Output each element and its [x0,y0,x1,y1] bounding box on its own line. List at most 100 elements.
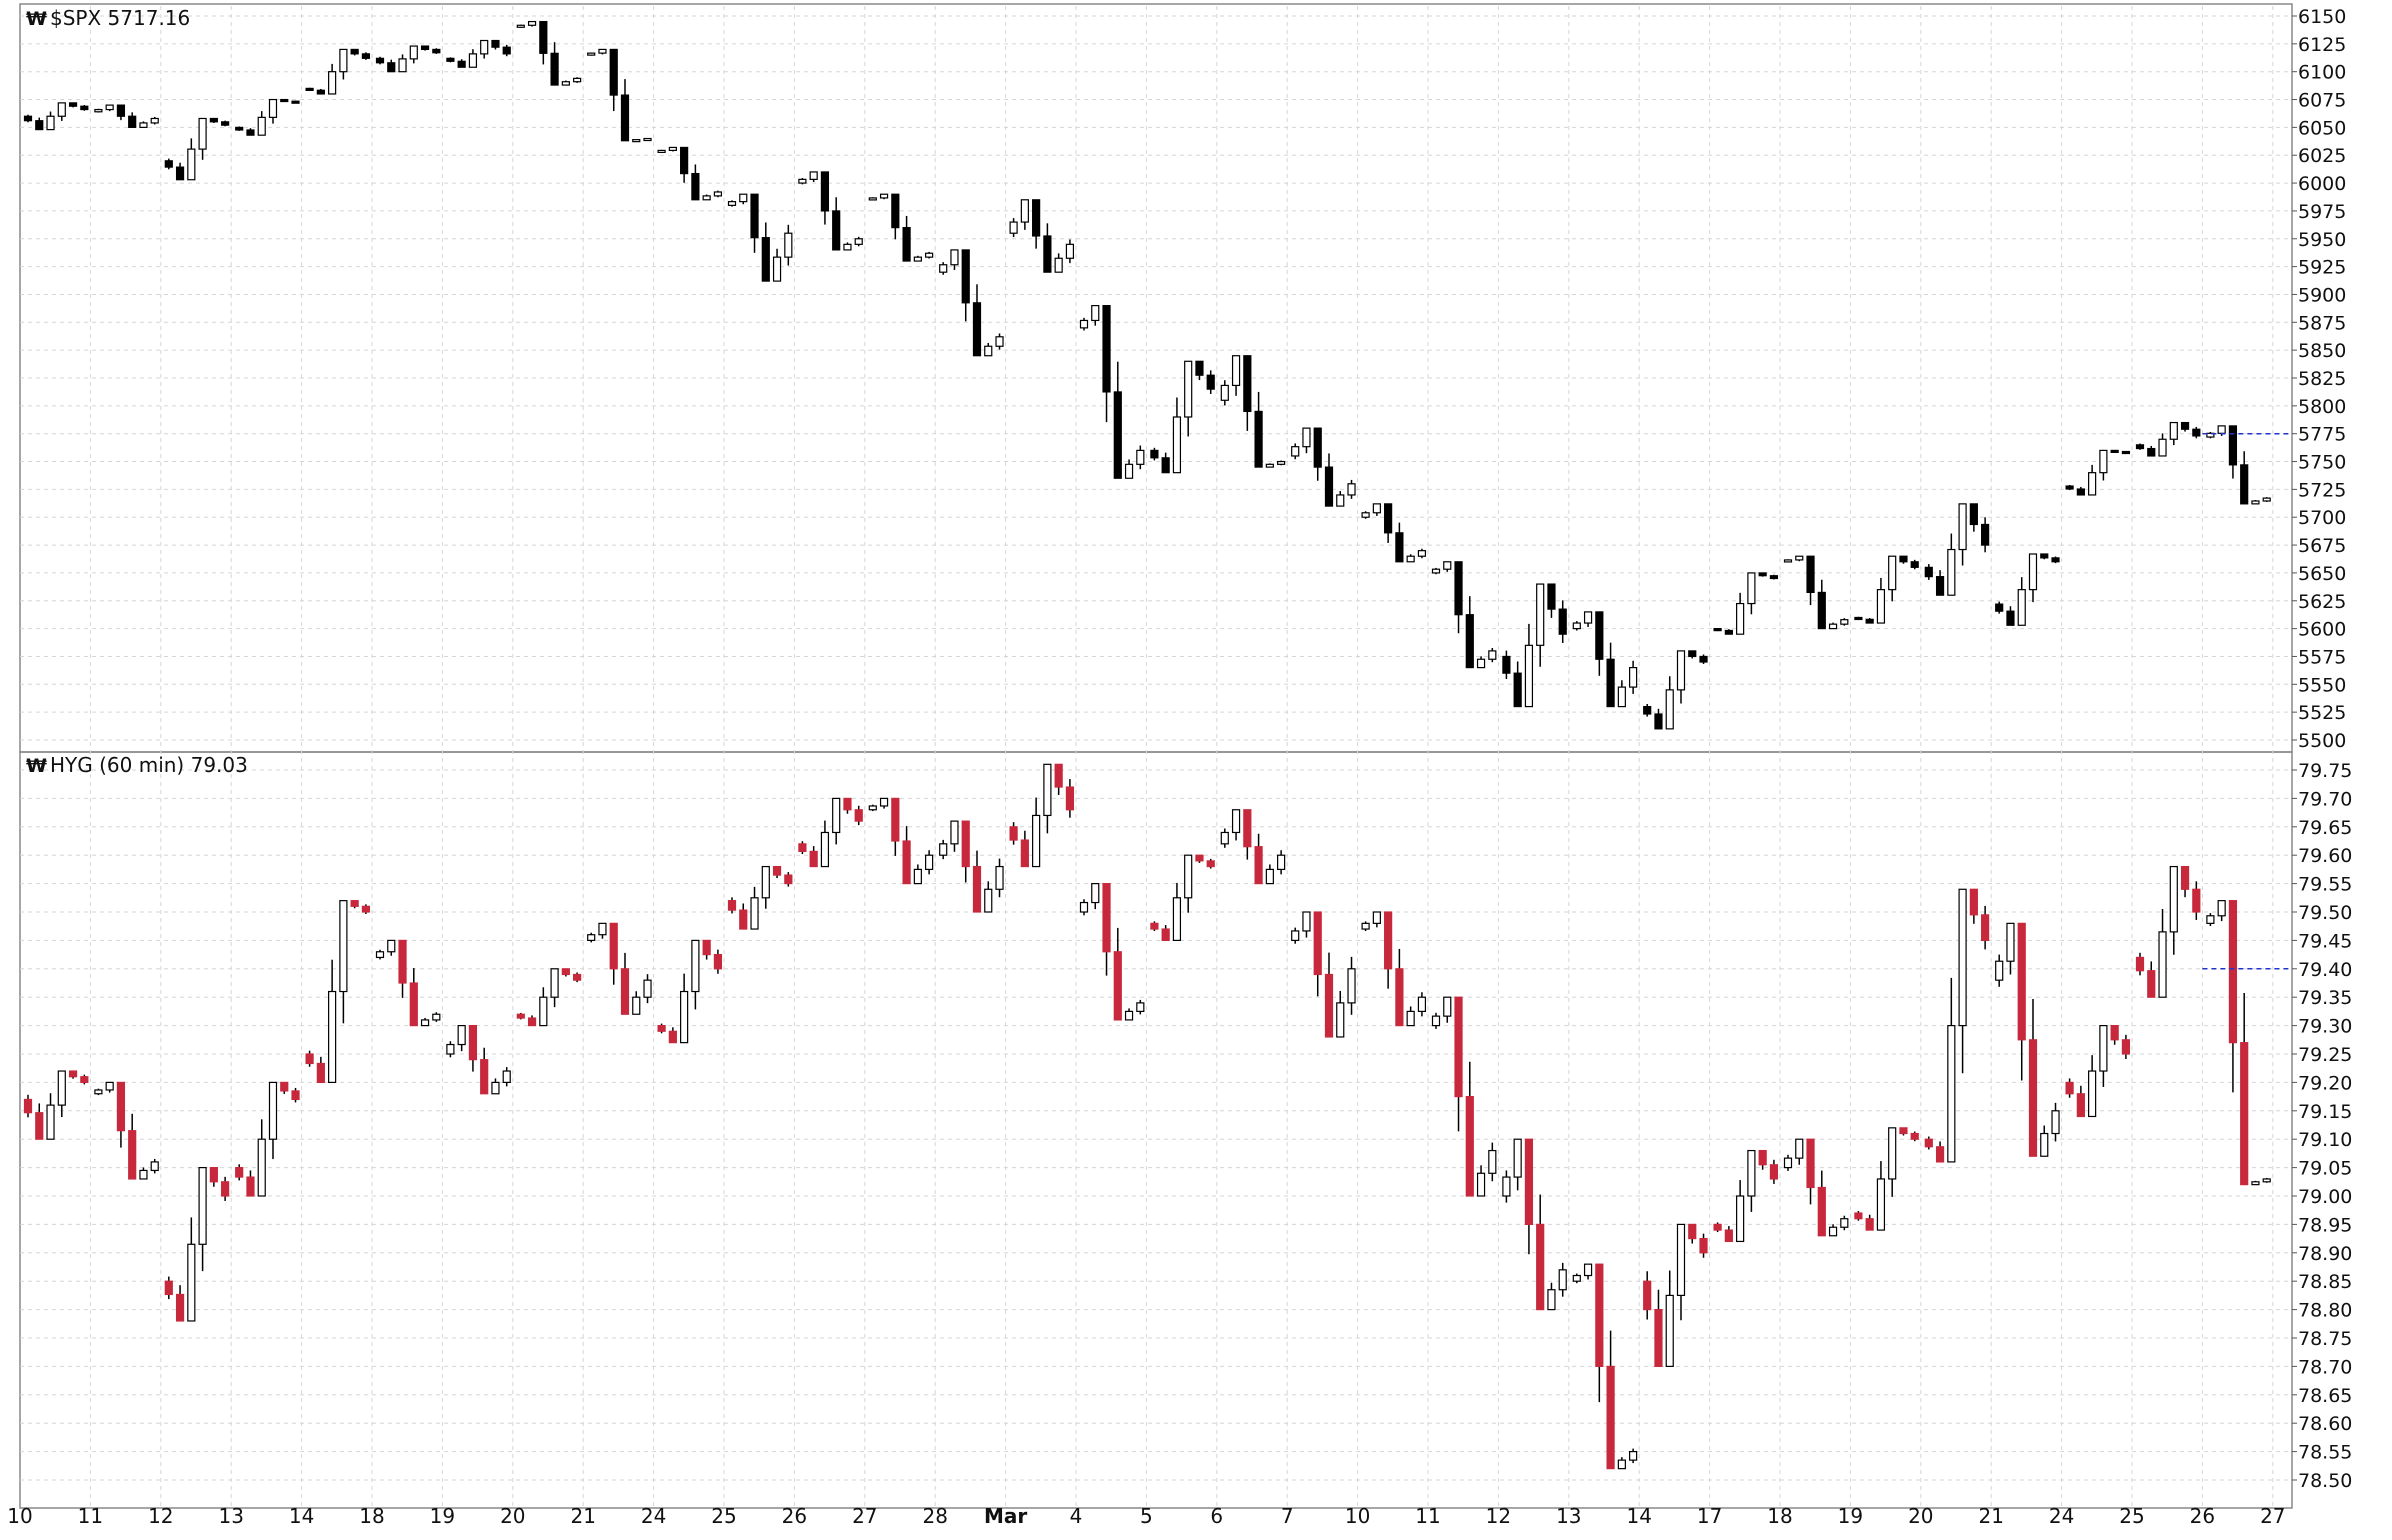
y-tick-label: 5525 [2298,702,2346,724]
candle-body [1665,689,1674,730]
candle-body [2076,1093,2085,1118]
candle-body [23,1098,33,1114]
candle-body [2251,1181,2260,1186]
candle-body [939,843,948,856]
candle-body [668,1030,677,1044]
y-axis-ticks: 6150 6125 6100 6075 6050 6025 6000 5975 5950 5925… [2292,6,2352,1492]
candle-body [1969,503,1978,526]
candle-body [1899,1127,1908,1135]
x-tick-label: 5 [1140,1504,1153,1528]
candle-body [1676,1223,1686,1297]
x-tick-label: 20 [500,1504,525,1528]
x-tick-label: 24 [641,1504,666,1528]
candle-body [1009,221,1018,234]
candle-body [1476,1172,1486,1197]
candle-body [772,256,782,282]
candle-body [1336,494,1345,507]
candle-body [2169,421,2178,440]
candle-body [1243,355,1252,413]
hyg-title: ₩ HYG (60 min) 79.03 [26,753,248,777]
candle-body [1102,882,1111,953]
candle-body [843,243,852,251]
candle-body [1606,1365,1615,1470]
candle-body [2017,589,2026,626]
candle-body [139,1169,148,1180]
candle-body [798,843,807,853]
candle-body [1102,305,1111,393]
y-tick-label: 5875 [2298,312,2346,334]
candle-body [468,1024,478,1061]
candle-body [1524,644,1534,708]
candle-body [116,1081,126,1132]
candle-body [761,865,770,899]
y-tick-label: 5675 [2298,535,2346,557]
candle-body [1265,463,1274,468]
candle-body [2206,432,2215,438]
candle-body [1769,575,1779,580]
candle-body [175,1293,185,1322]
candle-body [291,1090,300,1101]
candle-body [1595,611,1604,660]
candle-body [502,46,511,55]
y-tick-label: 5625 [2298,591,2346,613]
candle-body [1769,1164,1779,1180]
y-tick-label: 78.75 [2298,1328,2352,1350]
candle-body [432,48,441,54]
candle-body [305,87,314,92]
candle-body [925,252,934,258]
candle-body [1277,854,1286,871]
candle-body [1291,930,1300,942]
x-tick-label: 25 [711,1504,736,1528]
candle-body [246,1176,255,1197]
candle-body [1324,466,1334,507]
candle-body [891,193,900,229]
candle-body [1406,555,1415,563]
candle-body [128,115,137,128]
y-tick-label: 78.70 [2298,1356,2352,1378]
candle-body [2088,472,2097,496]
candle-body [361,53,371,59]
y-tick-label: 78.80 [2298,1300,2352,1322]
y-tick-label: 5850 [2298,340,2346,362]
candle-body [1020,839,1029,868]
x-tick-label: 27 [852,1504,877,1528]
candle-body [832,210,841,251]
candle-body [1136,449,1145,465]
candle-body [2121,1039,2131,1055]
candle-body [1020,199,1029,223]
candle-body [1277,460,1286,465]
candle-body [2206,915,2215,924]
candle-body [1783,559,1793,563]
y-tick-label: 5650 [2298,563,2346,585]
candle-body [1840,619,1849,625]
candle-body [1313,911,1322,976]
candle-body [1465,1095,1474,1197]
candle-body [1032,814,1041,868]
candle-body [1643,1280,1652,1311]
candle-body [221,121,230,126]
candle-body [939,264,948,273]
candle-body [609,922,618,970]
candle-body [2051,1110,2060,1135]
x-tick-label: 4 [1070,1504,1083,1528]
candle-body [268,98,278,118]
candle-body [398,58,407,73]
candle-body [1617,1459,1626,1470]
candle-body [1595,1263,1604,1368]
candle-body [2192,888,2201,913]
candle-body [1384,503,1393,534]
candle-body [457,1024,466,1046]
candle-body [702,195,711,201]
candle-body [57,102,66,117]
candle-body [1324,973,1334,1038]
candle-body [854,809,863,822]
candle-body [150,1161,159,1172]
candle-body [1079,901,1089,913]
candle-body [1195,854,1204,862]
candle-body [1865,1218,1874,1231]
candle-body [420,1019,430,1027]
candle-body [609,48,618,96]
candle-body [516,24,525,28]
candle-body [1558,1269,1567,1291]
candle-body [739,193,748,203]
